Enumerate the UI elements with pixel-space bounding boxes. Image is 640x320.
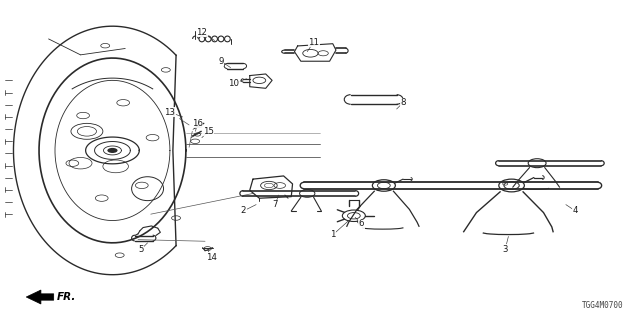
Text: 11: 11 (308, 38, 319, 47)
Text: 12: 12 (196, 28, 207, 37)
Text: 15: 15 (203, 127, 214, 136)
Circle shape (108, 148, 118, 153)
Text: 9: 9 (218, 57, 224, 66)
Text: 14: 14 (206, 253, 217, 262)
Text: 13: 13 (164, 108, 175, 117)
Text: 5: 5 (138, 245, 144, 254)
Text: TGG4M0700: TGG4M0700 (582, 301, 623, 310)
Text: 10: 10 (228, 79, 239, 88)
Text: 1: 1 (330, 230, 335, 239)
Text: 3: 3 (502, 245, 508, 254)
Polygon shape (26, 290, 54, 304)
Text: 4: 4 (573, 206, 578, 215)
Text: 16: 16 (192, 119, 203, 128)
Text: 7: 7 (273, 200, 278, 209)
Text: 8: 8 (400, 98, 406, 107)
Text: 6: 6 (359, 219, 364, 228)
Text: 2: 2 (241, 206, 246, 215)
Text: FR.: FR. (57, 292, 76, 302)
